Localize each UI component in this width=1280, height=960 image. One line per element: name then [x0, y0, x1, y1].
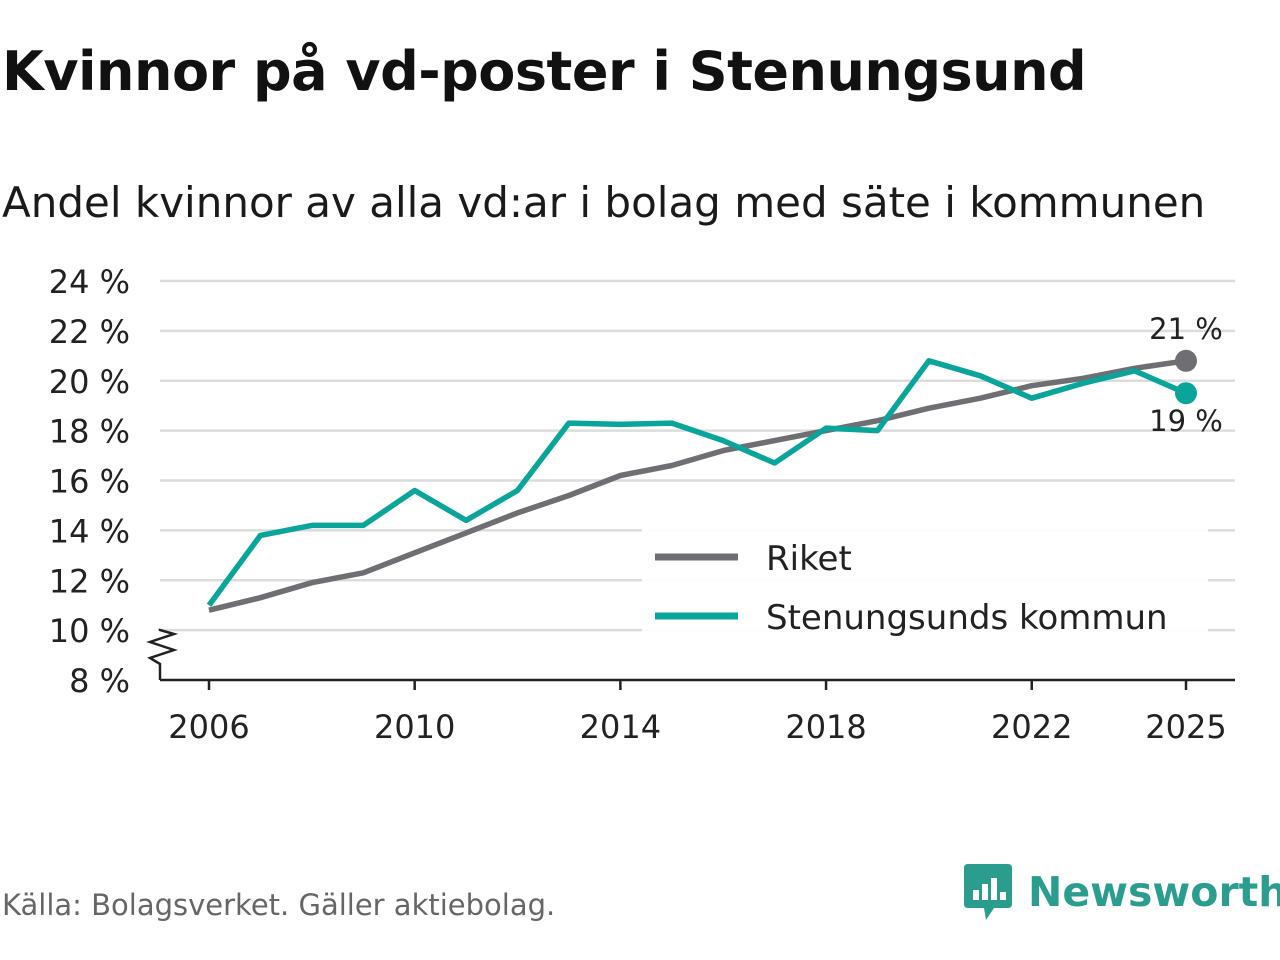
newsworthy-logo-icon [964, 864, 1012, 920]
series-line-stenungsund [206, 358, 1188, 607]
chart-subtitle: Andel kvinnor av alla vd:ar i bolag med … [2, 178, 1206, 227]
x-tick-label: 2022 [991, 708, 1072, 746]
series-end-point [1175, 349, 1197, 372]
y-tick-label: 10 % [49, 612, 130, 650]
series-end-point [1175, 382, 1197, 405]
brand-logo: Newsworthy [962, 862, 1280, 922]
y-tick-label: 24 % [49, 263, 130, 301]
y-tick-label: 22 % [49, 313, 130, 351]
legend-label: Riket [766, 539, 852, 579]
source-note: Källa: Bolagsverket. Gäller aktiebolag. [2, 888, 556, 922]
end-value-label: 19 % [1149, 404, 1223, 438]
chart-title: Kvinnor på vd-poster i Stenungsund [2, 40, 1087, 103]
x-tick-label: 2006 [168, 708, 249, 746]
brand-name: Newsworthy [1028, 868, 1280, 916]
axis-break-icon [146, 628, 179, 680]
end-value-label: 21 % [1149, 312, 1223, 346]
y-tick-label: 20 % [49, 363, 130, 401]
y-tick-label: 8 % [69, 662, 130, 700]
y-tick-label: 18 % [49, 413, 130, 451]
x-tick-label: 2014 [580, 708, 661, 746]
x-tick-label: 2018 [785, 708, 866, 746]
line-chart: 8 % 10 % 12 % 14 % 16 % 18 % 20 % 22 % 24 % 2006 2… [49, 263, 1235, 746]
x-tick-label: 2025 [1145, 708, 1226, 746]
y-tick-label: 14 % [49, 512, 130, 550]
y-tick-label: 12 % [49, 562, 130, 600]
series-line-riket [208, 358, 1187, 613]
x-tick-label: 2010 [374, 708, 455, 746]
y-tick-label: 16 % [49, 463, 130, 501]
legend-label: Stenungsunds kommun [766, 598, 1168, 638]
